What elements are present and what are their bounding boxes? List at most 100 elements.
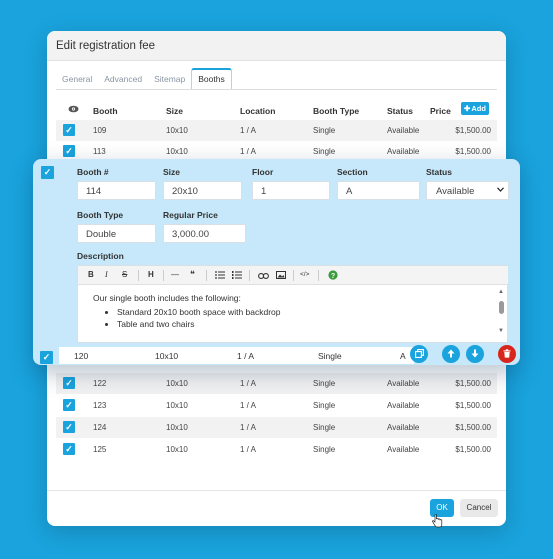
numbered-list-icon[interactable]: [232, 271, 242, 281]
code-button[interactable]: </>: [300, 271, 310, 278]
ok-button[interactable]: OK: [430, 499, 454, 517]
row-checkbox[interactable]: ✓: [63, 124, 75, 136]
column-header-status: Status: [387, 106, 413, 116]
move-up-button[interactable]: [442, 345, 460, 363]
description-editor[interactable]: B I S H — ❝ </>: [77, 265, 508, 343]
cell-location: 1 / A: [240, 126, 257, 135]
copy-icon: [414, 345, 424, 363]
table-row[interactable]: 120 10x10 1 / A Single A: [59, 347, 414, 364]
scroll-down-arrow[interactable]: ▼: [498, 328, 504, 334]
cell-size: 10x10: [155, 351, 179, 361]
tab-bar: General Advanced Sitemap Booths: [56, 68, 232, 90]
tab-booths[interactable]: Booths: [191, 68, 232, 90]
link-icon[interactable]: [258, 272, 269, 281]
image-icon[interactable]: [276, 271, 286, 281]
heading-button[interactable]: H: [148, 270, 154, 279]
bullet-list-icon[interactable]: [215, 271, 225, 281]
eye-icon[interactable]: [68, 105, 79, 115]
toolbar-divider: [249, 270, 250, 281]
add-button-label: Add: [471, 104, 486, 113]
row-checkbox[interactable]: ✓: [63, 145, 75, 157]
row-checkbox[interactable]: ✓: [63, 399, 75, 411]
svg-text:?: ?: [331, 273, 335, 280]
cell-booth-type: Single: [313, 126, 336, 135]
cell-location: 1 / A: [237, 351, 255, 361]
regular-price-input[interactable]: 3,000.00: [163, 224, 246, 243]
section-input[interactable]: A: [337, 181, 420, 200]
table-row[interactable]: ✓ 109 10x10 1 / A Single Available $1,50…: [56, 120, 497, 141]
column-header-booth-type: Booth Type: [313, 106, 360, 116]
cell-booth: 124: [93, 423, 107, 432]
list-item: Table and two chairs: [117, 319, 281, 329]
column-header-booth: Booth: [93, 106, 118, 116]
add-booth-button[interactable]: ✚ Add: [461, 102, 489, 115]
dialog-title: Edit registration fee: [47, 31, 506, 61]
cell-price: $1,500.00: [455, 401, 491, 410]
cell-booth-type: Single: [313, 379, 336, 388]
cell-booth-type: Single: [313, 401, 336, 410]
row-checkbox[interactable]: ✓: [40, 351, 53, 364]
cell-booth: 125: [93, 445, 107, 454]
cell-price: $1,500.00: [455, 147, 491, 156]
label-floor: Floor: [252, 167, 274, 177]
hand-cursor-icon: [432, 513, 443, 533]
table-row[interactable]: ✓ 113 10x10 1 / A Single Available $1,50…: [56, 141, 497, 162]
arrow-up-icon: [447, 345, 455, 363]
floor-input[interactable]: 1: [252, 181, 330, 200]
help-icon[interactable]: ?: [328, 270, 338, 282]
label-size: Size: [163, 167, 181, 177]
cell-size: 10x10: [166, 379, 188, 388]
move-down-button[interactable]: [466, 345, 484, 363]
status-select[interactable]: Available: [426, 181, 509, 200]
scrollbar-thumb[interactable]: [499, 301, 504, 314]
cell-booth-type: Single: [313, 445, 336, 454]
italic-button[interactable]: I: [105, 270, 108, 279]
copy-button[interactable]: [410, 345, 428, 363]
column-header-size: Size: [166, 106, 184, 116]
scroll-up-arrow[interactable]: ▲: [498, 289, 504, 295]
trash-icon: [503, 345, 511, 363]
cell-status: Available: [387, 423, 420, 432]
label-booth-number: Booth #: [77, 167, 109, 177]
cancel-button[interactable]: Cancel: [460, 499, 498, 517]
quote-button[interactable]: ❝: [190, 269, 195, 279]
bold-button[interactable]: B: [88, 270, 94, 279]
size-input[interactable]: 20x10: [163, 181, 242, 200]
cell-price: $1,500.00: [455, 445, 491, 454]
cell-booth: 122: [93, 379, 107, 388]
cell-size: 10x10: [166, 401, 188, 410]
label-description: Description: [77, 251, 124, 261]
booth-number-input[interactable]: 114: [77, 181, 156, 200]
cell-status: Available: [387, 379, 420, 388]
strikethrough-button[interactable]: S: [122, 270, 128, 279]
table-row[interactable]: ✓ 124 10x10 1 / A Single Available $1,50…: [56, 417, 497, 438]
editor-toolbar: B I S H — ❝ </>: [78, 266, 508, 285]
table-row[interactable]: ✓ 123 10x10 1 / A Single Available $1,50…: [56, 395, 497, 416]
tab-advanced[interactable]: Advanced: [104, 74, 143, 84]
column-header-location: Location: [240, 106, 276, 116]
row-checkbox[interactable]: ✓: [63, 443, 75, 455]
tab-general[interactable]: General: [62, 74, 93, 84]
cell-location: 1 / A: [240, 401, 257, 410]
row-checkbox[interactable]: ✓: [63, 377, 75, 389]
row-checkbox[interactable]: ✓: [63, 421, 75, 433]
editor-content[interactable]: Our single booth includes the following:…: [93, 293, 281, 331]
footer-divider: [47, 490, 506, 491]
cell-size: 10x10: [166, 147, 188, 156]
panel-checkbox[interactable]: ✓: [41, 166, 54, 179]
cell-status: Available: [387, 445, 420, 454]
cell-status: Available: [387, 126, 420, 135]
cell-price: $1,500.00: [455, 379, 491, 388]
booth-type-input[interactable]: Double: [77, 224, 156, 243]
table-row[interactable]: ✓ 125 10x10 1 / A Single Available $1,50…: [56, 439, 497, 460]
tab-sitemap[interactable]: Sitemap: [154, 74, 186, 84]
cell-location: 1 / A: [240, 423, 257, 432]
toolbar-divider: [138, 270, 139, 281]
toolbar-divider: [318, 270, 319, 281]
cell-location: 1 / A: [240, 445, 257, 454]
horizontal-rule-button[interactable]: —: [171, 270, 179, 279]
delete-button[interactable]: [498, 345, 516, 363]
chevron-down-icon: [497, 185, 504, 194]
table-row[interactable]: ✓ 122 10x10 1 / A Single Available $1,50…: [56, 373, 497, 394]
cell-price: $1,500.00: [455, 423, 491, 432]
